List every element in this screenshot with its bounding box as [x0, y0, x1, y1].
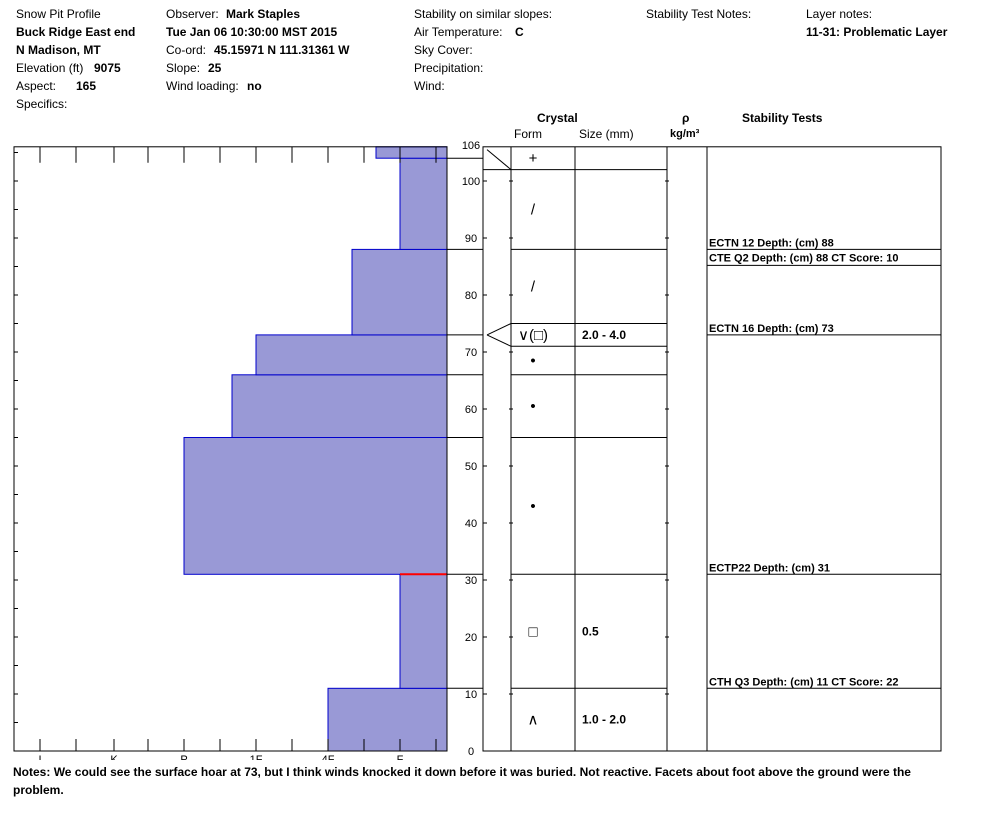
notes: Notes: We could see the surface hoar at … — [13, 763, 913, 799]
hardness-bar-2 — [183, 437, 448, 575]
snow-profile-chart: I K P 1F 4F F 0 10 20 30 40 50 60 70 80 90 100 106 ∧ 1.0 - … — [13, 140, 942, 760]
crystal-header: Crystal — [537, 111, 578, 125]
depth-tick-label-30: 30 — [465, 575, 477, 587]
layer-notes-value: 11-31: Problematic Layer — [806, 25, 948, 39]
depth-tick-label-50: 50 — [465, 461, 477, 473]
stability-label: Stability on similar slopes: — [414, 7, 553, 21]
size-header: Size (mm) — [579, 127, 634, 141]
hardness-bar-0 — [327, 687, 448, 752]
crystal-form-8: + — [529, 150, 538, 167]
notes-label: Notes: — [13, 765, 51, 779]
elevation-label: Elevation (ft) — [16, 61, 84, 75]
hardness-bar-4 — [255, 334, 448, 376]
depth-tick-label-60: 60 — [465, 404, 477, 416]
stability-test-2: ECTN 16 Depth: (cm) 73 — [709, 323, 834, 335]
stability-test-3: ECTP22 Depth: (cm) 31 — [709, 562, 830, 574]
slope-label: Slope: — [166, 61, 201, 75]
crystal-form-5: ∨(□) — [518, 327, 548, 344]
crystal-size-0: 1.0 - 2.0 — [582, 713, 626, 727]
aspect-label: Aspect: — [16, 79, 57, 93]
crystal-size-1: 0.5 — [582, 624, 599, 638]
depth-top-label: 106 — [462, 140, 480, 152]
crystal-form-4: • — [530, 353, 535, 370]
layer-notes-label: Layer notes: — [806, 7, 873, 21]
depth-tick-label-0: 0 — [468, 746, 474, 758]
stability-test-4: CTH Q3 Depth: (cm) 11 CT Score: 22 — [709, 676, 899, 688]
depth-tick-label-90: 90 — [465, 233, 477, 245]
coord-label: Co-ord: — [166, 43, 207, 57]
form-header: Form — [514, 127, 542, 141]
wind-loading-label: Wind loading: — [166, 79, 239, 93]
hardness-bar-1 — [399, 573, 448, 689]
crystal-form-0: ∧ — [528, 712, 539, 729]
precipitation-label: Precipitation: — [414, 61, 484, 75]
location-name: Buck Ridge East end — [16, 25, 136, 39]
crystal-table-frame — [482, 146, 942, 752]
rho-header: ρ — [682, 111, 690, 125]
crystal-form-1: □ — [528, 623, 537, 640]
hardness-label-4F: 4F — [322, 754, 335, 760]
stability-test-0: ECTN 12 Depth: (cm) 88 — [709, 237, 834, 249]
specifics-label: Specifics: — [16, 97, 68, 111]
coord-value: 45.15971 N 111.31361 W — [214, 43, 350, 57]
profile-title: Snow Pit Profile — [16, 7, 101, 21]
wind-loading-value: no — [247, 79, 262, 93]
crystal-form-7: / — [531, 202, 536, 219]
top-layer-wedge — [486, 149, 512, 170]
depth-tick-label-10: 10 — [465, 689, 477, 701]
observer-label: Observer: — [166, 7, 219, 21]
hardness-label-I: I — [38, 754, 41, 760]
depth-tick-label-100: 100 — [462, 176, 480, 188]
observation-datetime: Tue Jan 06 10:30:00 MST 2015 — [166, 25, 338, 39]
air-temp-label: Air Temperature: — [414, 25, 503, 39]
aspect-value: 165 — [76, 79, 97, 93]
hardness-bar-6 — [399, 157, 448, 250]
stability-notes-label: Stability Test Notes: — [646, 7, 752, 21]
hardness-label-1F: 1F — [250, 754, 263, 760]
hardness-label-F: F — [397, 754, 404, 760]
hardness-bar-5 — [351, 248, 448, 336]
wind-label: Wind: — [414, 79, 445, 93]
surface-hoar-wedge-top — [486, 323, 512, 336]
sky-cover-label: Sky Cover: — [414, 43, 473, 57]
hardness-plot-frame — [13, 146, 448, 752]
crystal-size-5: 2.0 - 4.0 — [582, 328, 626, 342]
elevation-value: 9075 — [94, 61, 121, 75]
notes-text: We could see the surface hoar at 73, but… — [13, 765, 911, 797]
surface-hoar-wedge-bottom — [486, 334, 512, 347]
depth-tick-label-80: 80 — [465, 290, 477, 302]
crystal-form-2: • — [530, 498, 535, 515]
hardness-label-P: P — [180, 754, 187, 760]
slope-value: 25 — [208, 61, 222, 75]
depth-tick-label-40: 40 — [465, 518, 477, 530]
density-unit-header: kg/m³ — [670, 128, 700, 140]
stability-tests-header: Stability Tests — [742, 111, 823, 125]
crystal-form-6: / — [531, 278, 536, 295]
region-name: N Madison, MT — [16, 43, 101, 57]
stability-test-1: CTE Q2 Depth: (cm) 88 CT Score: 10 — [709, 252, 899, 264]
depth-tick-label-70: 70 — [465, 347, 477, 359]
depth-tick-label-20: 20 — [465, 632, 477, 644]
crystal-form-3: • — [530, 398, 535, 415]
hardness-label-K: K — [110, 754, 118, 760]
observer-value: Mark Staples — [226, 7, 301, 21]
air-temp-value: C — [515, 25, 524, 39]
hardness-bar-3 — [231, 374, 448, 438]
